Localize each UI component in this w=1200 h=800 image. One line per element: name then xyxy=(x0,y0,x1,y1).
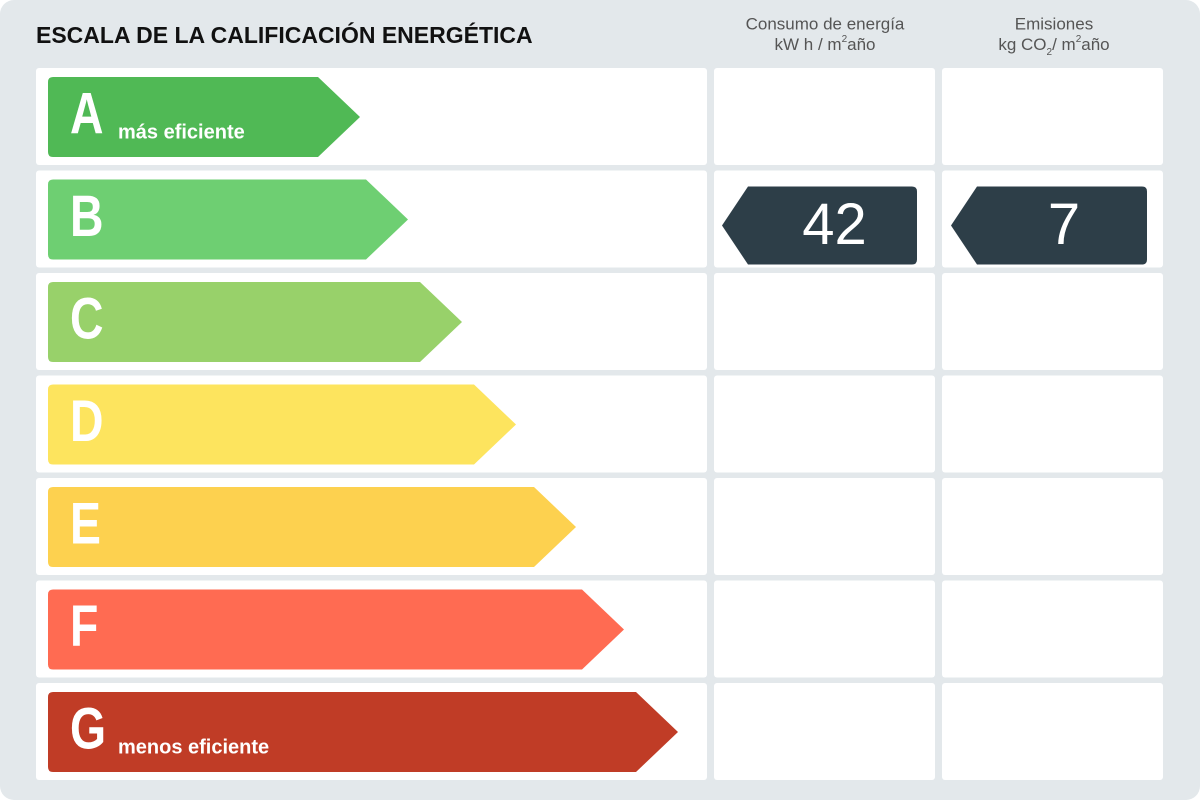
rating-indicator xyxy=(951,186,1147,265)
consumption-cell xyxy=(714,580,935,678)
rating-letter: C xyxy=(70,286,104,351)
emissions-cell xyxy=(942,68,1163,165)
emissions-cell xyxy=(942,273,1163,370)
indicator-value: 7 xyxy=(1048,192,1080,257)
consumption-cell xyxy=(714,375,935,473)
unit: kg CO xyxy=(998,35,1046,54)
rating-arrow xyxy=(48,384,516,465)
rating-label: más eficiente xyxy=(118,121,245,143)
emissions-cell xyxy=(942,683,1163,780)
consumption-cell xyxy=(714,68,935,165)
rating-letter: A xyxy=(70,81,104,146)
emissions-cell xyxy=(942,478,1163,575)
rating-label: menos eficiente xyxy=(118,736,269,758)
rating-arrow xyxy=(48,179,408,260)
rating-arrow xyxy=(48,487,576,567)
rating-arrow xyxy=(48,692,678,772)
rating-indicator xyxy=(722,186,917,265)
superscript: 2 xyxy=(1076,34,1082,45)
rating-letter: D xyxy=(70,389,104,454)
rating-arrow xyxy=(48,282,462,362)
rating-arrow xyxy=(48,77,360,157)
indicator-value: 42 xyxy=(802,192,867,257)
unit-suffix: año xyxy=(847,35,875,54)
unit-suffix: año xyxy=(1081,35,1109,54)
consumption-cell xyxy=(714,683,935,780)
header-line: Emisiones xyxy=(1015,14,1093,33)
rating-letter: B xyxy=(70,184,104,249)
emissions-cell xyxy=(942,580,1163,678)
rating-letter: E xyxy=(70,491,101,556)
unit: / m xyxy=(1052,35,1076,54)
title: ESCALA DE LA CALIFICACIÓN ENERGÉTICA xyxy=(36,21,533,48)
consumption-cell xyxy=(714,478,935,575)
subscript: 2 xyxy=(1047,47,1053,58)
header-unit: kW h / m2año xyxy=(775,34,876,55)
unit: kW h / m xyxy=(775,35,842,54)
header-unit: kg CO2/ m2año xyxy=(998,34,1109,58)
rating-letter: G xyxy=(70,696,106,761)
rating-letter: F xyxy=(70,594,98,659)
superscript: 2 xyxy=(842,34,848,45)
consumption-cell xyxy=(714,273,935,370)
emissions-cell xyxy=(942,375,1163,473)
rating-arrow xyxy=(48,589,624,670)
header-line: Consumo de energía xyxy=(746,14,905,33)
